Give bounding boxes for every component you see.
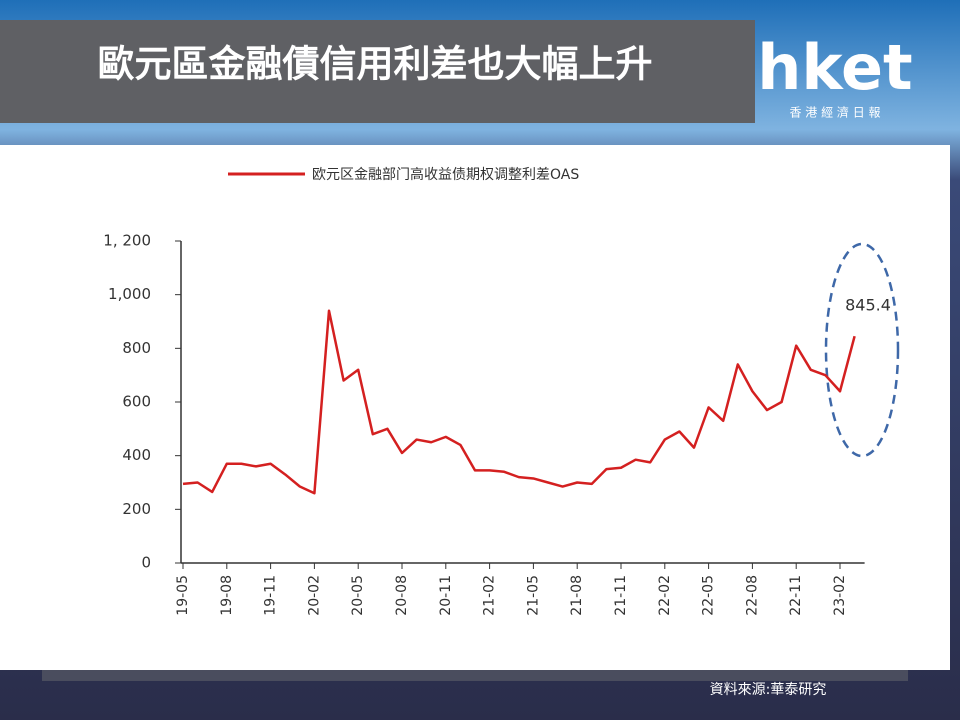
y-tick-label: 1,000 [108, 285, 151, 303]
annotation: 845.4 [845, 296, 891, 315]
x-tick-label: 20-08 [394, 575, 410, 616]
x-tick-label: 19-11 [263, 575, 279, 616]
x-tick-label: 22-11 [788, 575, 804, 616]
x-tick-label: 21-05 [525, 575, 541, 616]
x-tick-label: 19-05 [175, 575, 191, 616]
y-tick-label: 200 [122, 500, 151, 518]
x-tick-label: 21-11 [613, 575, 629, 616]
x-tick-label: 20-11 [438, 575, 454, 616]
source: 資料來源:華泰研究 [710, 682, 827, 698]
chart-title: 歐元區金融債信用利差也大幅上升 [98, 43, 653, 86]
brand-subtitle: 香 港 經 濟 日 報 [789, 105, 880, 120]
y-tick-label: 800 [122, 339, 151, 357]
title-box [0, 20, 755, 123]
highlight-ellipse [824, 242, 900, 458]
x-tick-label: 22-05 [701, 575, 717, 616]
x-tick-label: 20-05 [350, 575, 366, 616]
y-tick-label: 0 [141, 554, 151, 572]
x-tick-label: 22-02 [657, 575, 673, 616]
y-tick-label: 400 [122, 446, 151, 464]
x-tick-label: 20-02 [306, 575, 322, 616]
x-tick-label: 19-08 [219, 575, 235, 616]
x-tick-label: 22-08 [744, 575, 760, 616]
chart-panel [0, 145, 950, 670]
y-tick-label: 1, 200 [103, 232, 151, 250]
legend-label: 欧元区金融部门高收益债期权调整利差OAS [312, 166, 579, 183]
brand: hket [757, 31, 912, 104]
data-line [182, 309, 856, 495]
y-tick-label: 600 [122, 393, 151, 411]
x-tick-label: 21-08 [569, 575, 585, 616]
x-tick-label: 23-02 [832, 575, 848, 616]
x-tick-label: 21-02 [482, 575, 498, 616]
